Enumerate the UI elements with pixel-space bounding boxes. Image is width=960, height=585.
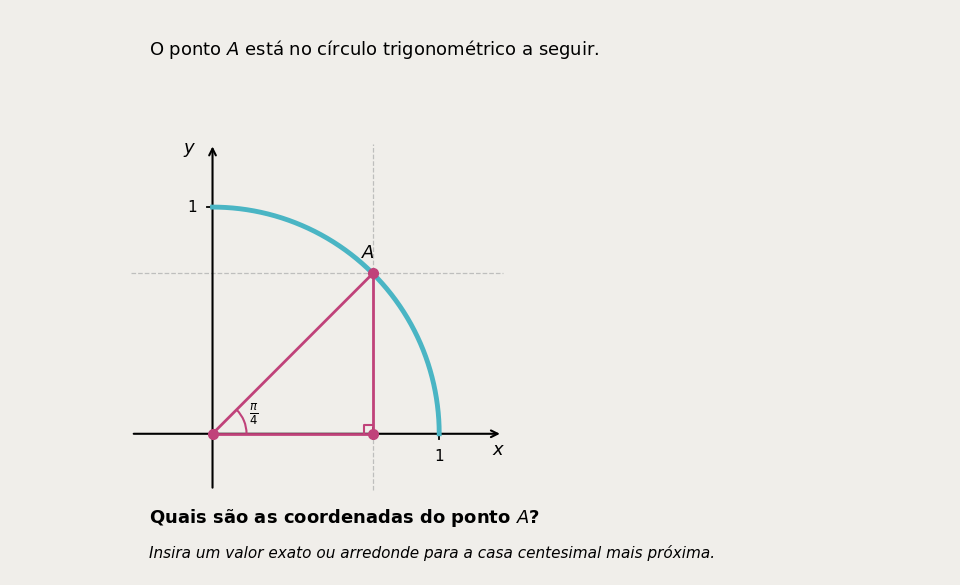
Text: Quais são as coordenadas do ponto $A$?: Quais são as coordenadas do ponto $A$? (149, 507, 540, 529)
Text: O ponto $A$ está no círculo trigonométrico a seguir.: O ponto $A$ está no círculo trigonométri… (149, 38, 599, 61)
Text: 1: 1 (434, 449, 444, 464)
Text: $x$: $x$ (492, 441, 505, 459)
Text: $A$: $A$ (361, 244, 375, 262)
Text: Insira um valor exato ou arredonde para a casa centesimal mais próxima.: Insira um valor exato ou arredonde para … (149, 545, 715, 561)
Text: 1: 1 (187, 199, 197, 215)
Text: $y$: $y$ (183, 142, 197, 160)
Text: $\frac{\pi}{4}$: $\frac{\pi}{4}$ (249, 402, 258, 427)
